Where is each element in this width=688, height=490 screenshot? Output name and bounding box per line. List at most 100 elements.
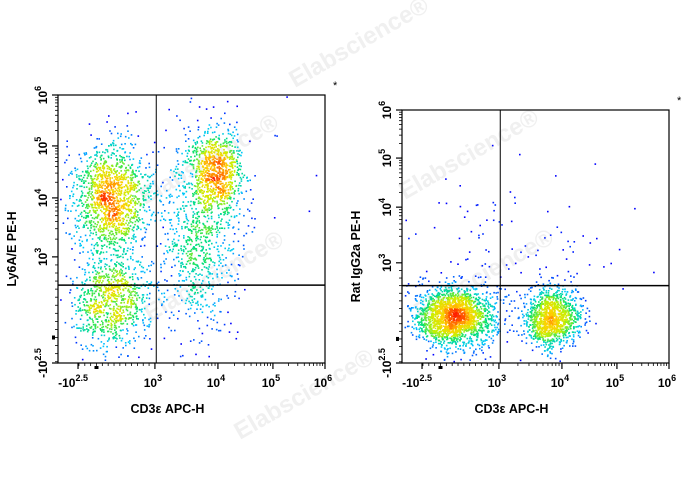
event-point <box>241 151 243 154</box>
event-point <box>473 350 475 352</box>
event-point <box>78 175 80 177</box>
event-point <box>564 279 566 281</box>
event-point <box>455 351 457 353</box>
event-point <box>222 182 224 185</box>
event-point <box>96 288 98 291</box>
event-point <box>93 217 96 220</box>
event-point <box>231 174 234 176</box>
event-point <box>147 175 149 178</box>
event-point <box>227 281 229 284</box>
event-point <box>88 188 91 191</box>
event-point <box>110 282 112 285</box>
event-point <box>133 173 136 175</box>
event-point <box>181 261 183 264</box>
event-point <box>137 220 140 223</box>
event-point <box>98 310 100 313</box>
event-point <box>188 145 190 148</box>
event-point <box>96 271 99 273</box>
event-point <box>92 254 94 256</box>
event-point <box>126 330 129 332</box>
event-point <box>227 194 229 197</box>
event-point <box>197 304 199 306</box>
event-point <box>196 186 199 188</box>
event-point <box>119 194 122 196</box>
event-point <box>114 269 117 272</box>
event-point <box>184 220 186 223</box>
event-point <box>124 342 127 344</box>
event-point <box>101 323 104 326</box>
event-point <box>100 143 103 145</box>
event-point <box>109 223 111 226</box>
event-point <box>518 316 520 319</box>
event-point <box>93 298 96 301</box>
event-point <box>185 299 188 302</box>
event-point <box>104 176 107 179</box>
event-point <box>538 288 541 291</box>
event-point <box>130 202 132 204</box>
event-point <box>233 216 236 219</box>
event-point <box>209 155 212 158</box>
event-point <box>147 195 150 198</box>
event-point <box>111 205 113 208</box>
event-point <box>197 267 200 269</box>
event-point <box>98 275 101 277</box>
event-point <box>447 289 449 292</box>
event-point <box>227 227 230 229</box>
event-point <box>140 173 142 175</box>
event-point <box>131 323 134 325</box>
event-point <box>190 304 193 306</box>
event-point <box>118 238 121 241</box>
event-point <box>101 326 103 329</box>
x-tick-label: 105 <box>262 373 280 390</box>
event-point <box>119 270 121 272</box>
event-point <box>205 253 207 256</box>
event-point <box>93 285 96 288</box>
event-point <box>96 318 99 320</box>
event-point <box>201 295 204 298</box>
event-point <box>547 295 550 297</box>
event-point <box>115 231 117 234</box>
event-point <box>186 290 188 292</box>
event-point <box>78 220 80 222</box>
event-point <box>207 268 210 270</box>
event-point <box>225 182 227 184</box>
event-point <box>196 224 199 226</box>
event-point <box>420 307 423 309</box>
event-point <box>75 310 77 312</box>
event-point <box>119 159 121 161</box>
event-point <box>90 170 92 173</box>
event-point <box>125 305 128 308</box>
event-point <box>547 292 550 294</box>
event-point <box>202 247 204 250</box>
event-point <box>102 311 105 314</box>
event-point <box>549 351 551 353</box>
event-point <box>274 134 276 137</box>
event-point <box>137 180 140 183</box>
event-point <box>476 333 479 336</box>
event-point <box>103 285 106 288</box>
event-point <box>230 155 232 158</box>
event-point <box>223 148 225 151</box>
event-point <box>166 298 168 301</box>
event-point <box>88 171 90 174</box>
event-point <box>219 198 222 201</box>
event-point <box>142 296 144 299</box>
event-point <box>84 283 86 285</box>
event-point <box>129 167 132 170</box>
event-point <box>112 210 114 213</box>
event-point <box>213 160 216 163</box>
event-point <box>143 337 146 340</box>
event-point <box>95 190 97 192</box>
event-point <box>537 284 540 286</box>
event-point <box>542 283 545 285</box>
event-point <box>231 249 233 251</box>
event-point <box>573 327 575 330</box>
event-point <box>181 227 183 230</box>
event-point <box>489 293 492 295</box>
event-point <box>144 173 147 176</box>
event-point <box>196 302 199 304</box>
event-point <box>75 341 78 344</box>
event-point <box>112 223 114 226</box>
event-point <box>192 282 194 284</box>
event-point <box>216 175 218 177</box>
